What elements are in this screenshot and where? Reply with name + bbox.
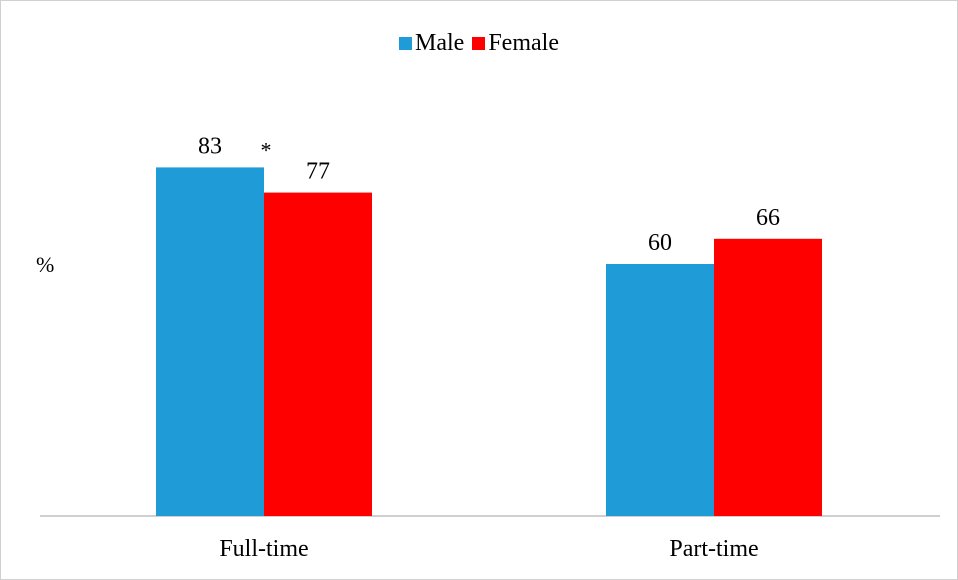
data-label-female-part-time: 66	[756, 205, 780, 231]
bar-female-part-time	[714, 238, 822, 517]
category-label-full-time: Full-time	[219, 536, 309, 562]
data-label-female-full-time: 77	[306, 159, 330, 185]
y-axis-label: %	[36, 252, 55, 277]
significance-annotation: *	[261, 137, 272, 162]
bar-male-full-time	[156, 167, 264, 516]
legend-swatch-female	[472, 37, 486, 50]
legend-item-female: Female	[472, 30, 559, 57]
bar-male-part-time	[606, 264, 714, 516]
legend-label-male: Male	[415, 30, 465, 56]
legend: Male Female	[0, 30, 958, 57]
legend-item-male: Male	[399, 30, 464, 57]
data-label-male-full-time: 83	[198, 133, 222, 159]
legend-label-female: Female	[488, 30, 559, 56]
data-label-male-part-time: 60	[648, 230, 672, 256]
bar-female-full-time	[264, 192, 372, 516]
legend-swatch-male	[399, 37, 413, 50]
category-label-part-time: Part-time	[669, 536, 759, 562]
